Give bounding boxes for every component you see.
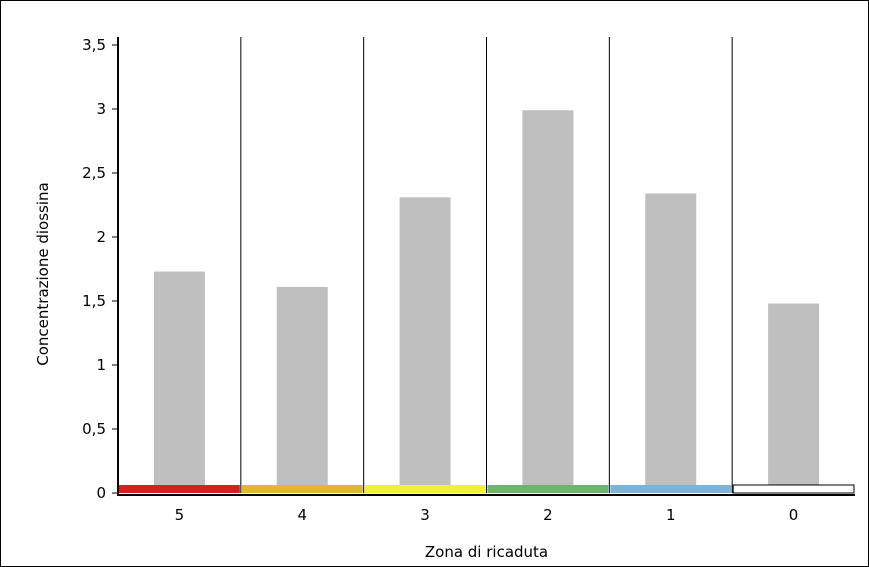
zone-strip xyxy=(242,485,363,493)
bar xyxy=(645,193,696,485)
y-axis-title: Concentrazione diossina xyxy=(34,182,52,365)
y-axis-ticks: 0 0,5 1 1,5 2 2,5 3 3,5 xyxy=(82,36,118,502)
zone-strip xyxy=(119,485,240,493)
x-tick-label: 5 xyxy=(175,506,185,524)
y-tick-label: 2,5 xyxy=(82,164,106,182)
zone-strip xyxy=(365,485,486,493)
zone-strip xyxy=(610,485,731,493)
x-tick-label: 2 xyxy=(543,506,553,524)
bar xyxy=(277,287,328,485)
bar xyxy=(768,304,819,485)
y-tick-label: 0 xyxy=(96,484,106,502)
y-tick-label: 3 xyxy=(96,100,106,118)
zone-strip xyxy=(488,485,609,493)
y-tick-label: 0,5 xyxy=(82,420,106,438)
y-tick-label: 1,5 xyxy=(82,292,106,310)
x-tick-label: 3 xyxy=(420,506,430,524)
zone-strip xyxy=(733,485,854,493)
y-tick-label: 2 xyxy=(96,228,106,246)
x-tick-label: 0 xyxy=(789,506,799,524)
x-tick-label: 4 xyxy=(297,506,307,524)
bar xyxy=(154,272,205,485)
y-tick-label: 1 xyxy=(96,356,106,374)
bar xyxy=(522,110,573,485)
x-axis-title: Zona di ricaduta xyxy=(425,543,548,561)
x-tick-label: 1 xyxy=(666,506,676,524)
y-tick-label: 3,5 xyxy=(82,36,106,54)
x-axis-ticks: 5 4 3 2 1 0 xyxy=(175,506,799,524)
bar xyxy=(400,197,451,485)
